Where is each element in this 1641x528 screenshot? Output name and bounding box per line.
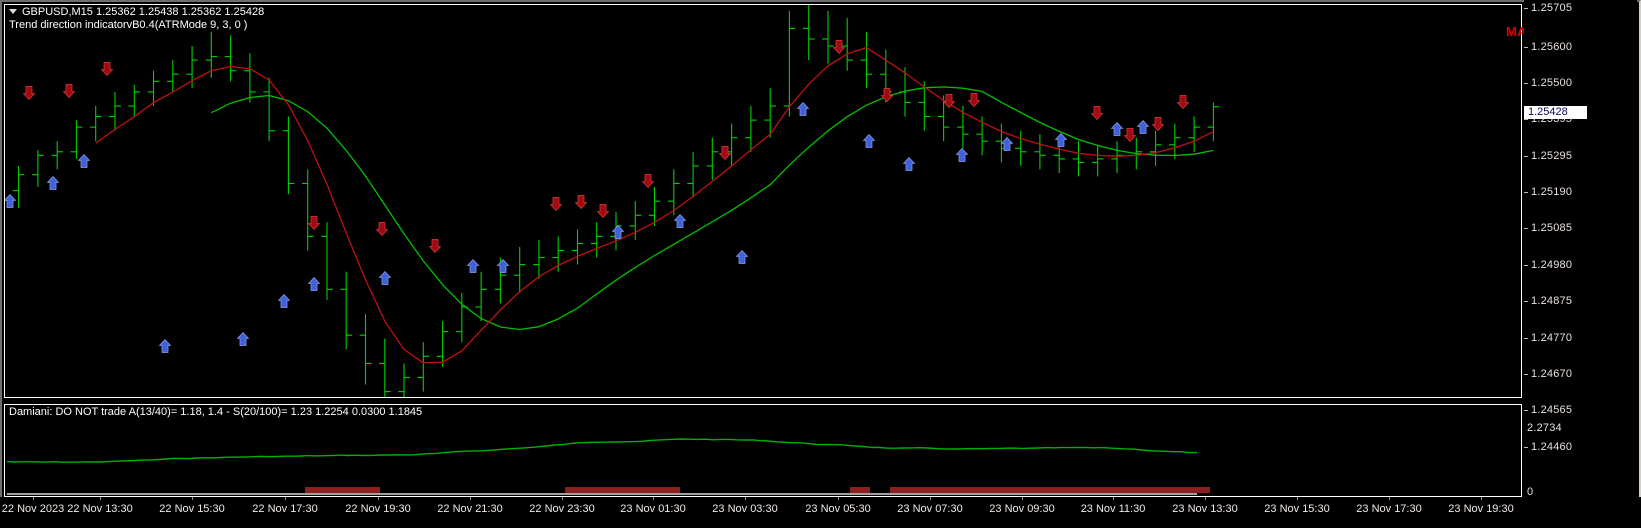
- time-tick: [745, 497, 746, 500]
- tick-dash: [1524, 192, 1528, 193]
- time-tick: [1205, 497, 1206, 500]
- price-tick-label: 1.25600: [1531, 41, 1573, 53]
- tick-dash: [1524, 228, 1528, 229]
- current-price-badge: 1.25428: [1524, 106, 1587, 119]
- price-tick-label: 1.25500: [1531, 77, 1573, 89]
- damiani-tick: 2.2734: [1524, 422, 1637, 435]
- tick-dash: [1524, 156, 1528, 157]
- time-axis[interactable]: 22 Nov 2023 22 Nov 13:30 22 Nov 15:30 22 No…: [0, 497, 1641, 528]
- price-tick: 1.24980: [1524, 259, 1637, 272]
- time-tick: [100, 497, 101, 500]
- price-tick: 1.24460: [1524, 441, 1637, 454]
- price-tick: 1.24770: [1524, 332, 1637, 345]
- price-tick-label: 1.24770: [1531, 332, 1573, 344]
- time-tick: [285, 497, 286, 500]
- damiani-indicator-line: Damiani: DO NOT trade A(13/40)= 1.18, 1.…: [9, 406, 423, 418]
- price-tick-label: 1.25295: [1531, 150, 1573, 162]
- time-tick-label: 22 Nov 17:30: [252, 503, 318, 515]
- tick-dash: [1524, 83, 1528, 84]
- price-scale[interactable]: 1.25705 1.25600 1.25500 1.25395 1.25295 1.251…: [1524, 0, 1637, 499]
- price-tick: 1.25500: [1524, 77, 1637, 90]
- time-tick: [1113, 497, 1114, 500]
- time-tick-label: 23 Nov 09:30: [989, 503, 1055, 515]
- symbol-quote-text: GBPUSD,M15 1.25362 1.25438 1.25362 1.254…: [22, 6, 265, 18]
- time-tick-label: 22 Nov 15:30: [159, 503, 225, 515]
- tick-dash: [1524, 338, 1528, 339]
- time-tick: [378, 497, 379, 500]
- price-tick: 1.25600: [1524, 41, 1637, 54]
- damiani-tick: 0: [1524, 486, 1637, 499]
- tick-dash: [1524, 265, 1528, 266]
- time-tick-label: 23 Nov 11:30: [1080, 503, 1146, 515]
- price-pane[interactable]: [4, 4, 1522, 398]
- price-tick-label: 1.24875: [1531, 295, 1573, 307]
- tick-dash: [1524, 47, 1528, 48]
- time-tick: [1389, 497, 1390, 500]
- damiani-tick-label: 0: [1527, 486, 1534, 498]
- price-tick-label: 1.25190: [1531, 186, 1573, 198]
- tick-dash: [1524, 374, 1528, 375]
- time-tick-label: 22 Nov 13:30: [67, 503, 133, 515]
- time-tick: [562, 497, 563, 500]
- time-tick: [33, 497, 34, 500]
- tick-dash: [1524, 447, 1528, 448]
- time-tick-label: 22 Nov 21:30: [437, 503, 503, 515]
- time-tick: [1022, 497, 1023, 500]
- trend-indicator-line: Trend direction indicatorvB0.4(ATRMode 9…: [9, 19, 248, 31]
- price-tick: 1.24875: [1524, 295, 1637, 308]
- time-tick-label: 23 Nov 15:30: [1264, 503, 1330, 515]
- price-tick: 1.25295: [1524, 150, 1637, 163]
- damiani-tick-label: 2.2734: [1527, 422, 1562, 434]
- price-tick-label: 1.24670: [1531, 368, 1573, 380]
- time-tick-label: 23 Nov 05:30: [805, 503, 871, 515]
- time-tick-label: 23 Nov 07:30: [897, 503, 963, 515]
- tick-dash: [1524, 410, 1528, 411]
- time-tick: [192, 497, 193, 500]
- time-tick: [470, 497, 471, 500]
- time-tick-label: 23 Nov 19:30: [1448, 503, 1514, 515]
- price-tick: 1.25190: [1524, 186, 1637, 199]
- tick-dash: [1524, 8, 1528, 9]
- damiani-pane[interactable]: [4, 404, 1522, 497]
- price-tick-label: 1.25705: [1531, 2, 1573, 14]
- time-tick-label: 23 Nov 13:30: [1172, 503, 1238, 515]
- price-tick-label: 1.24460: [1531, 441, 1573, 453]
- time-tick-label: 22 Nov 23:30: [529, 503, 595, 515]
- time-tick: [653, 497, 654, 500]
- time-tick: [838, 497, 839, 500]
- tick-dash: [1524, 119, 1528, 120]
- price-chart-canvas: [5, 5, 1220, 397]
- time-tick-label: 23 Nov 03:30: [712, 503, 778, 515]
- price-tick-label: 1.24980: [1531, 259, 1573, 271]
- time-tick: [930, 497, 931, 500]
- price-tick: 1.24670: [1524, 368, 1637, 381]
- time-tick-label: 23 Nov 01:30: [620, 503, 686, 515]
- chevron-down-icon[interactable]: [9, 8, 17, 14]
- price-tick-label: 1.24565: [1531, 404, 1573, 416]
- price-tick: 1.24565: [1524, 404, 1637, 417]
- price-tick-label: 1.25085: [1531, 222, 1573, 234]
- damiani-chart-canvas: [6, 438, 1210, 495]
- time-tick-label: 22 Nov 2023: [1, 503, 65, 515]
- tick-dash: [1524, 301, 1528, 302]
- time-tick: [1297, 497, 1298, 500]
- time-tick-label: 22 Nov 19:30: [345, 503, 411, 515]
- time-tick-label: 23 Nov 17:30: [1356, 503, 1422, 515]
- time-tick: [1481, 497, 1482, 500]
- price-tick: 1.25705: [1524, 2, 1637, 15]
- symbol-quote-line: GBPUSD,M15 1.25362 1.25438 1.25362 1.254…: [9, 6, 264, 18]
- price-tick: 1.25085: [1524, 222, 1637, 235]
